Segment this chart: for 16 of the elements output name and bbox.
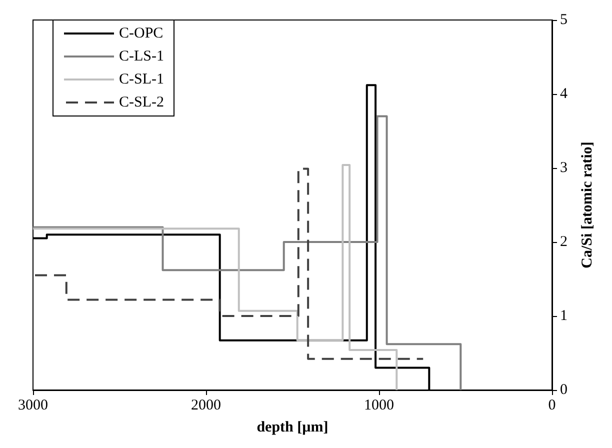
- y-axis-title: Ca/Si [atomic ratio]: [580, 142, 596, 268]
- x-tick-label: 1000: [364, 398, 394, 414]
- x-tick-label: 3000: [18, 398, 48, 414]
- legend-label: C-LS-1: [119, 48, 164, 64]
- y-tick-label: 3: [560, 160, 568, 176]
- x-tick-label: 0: [548, 398, 556, 414]
- y-tick-label: 4: [560, 86, 568, 102]
- y-tick-label: 0: [560, 382, 568, 398]
- y-tick-label: 5: [560, 12, 568, 28]
- legend-label: C-SL-2: [119, 94, 164, 110]
- legend-label: C-OPC: [119, 26, 164, 42]
- legend-label: C-SL-1: [119, 72, 164, 88]
- y-tick-label: 2: [560, 234, 568, 250]
- x-axis-title: depth [µm]: [256, 420, 328, 436]
- x-tick-label: 2000: [191, 398, 221, 414]
- y-tick-label: 1: [560, 308, 568, 324]
